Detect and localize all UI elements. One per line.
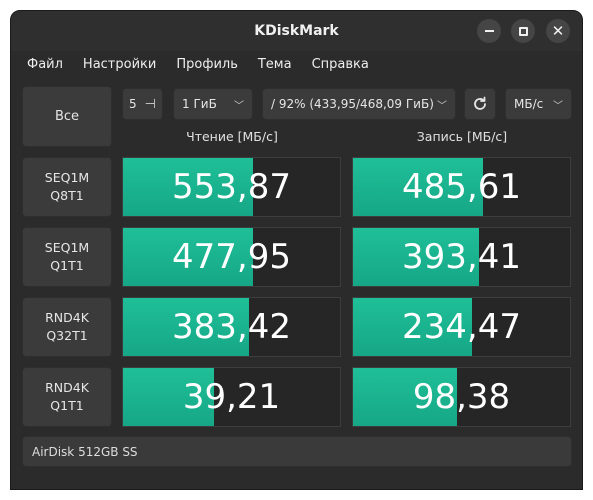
write-result-seq1m-q8t1: 485,61 [352,157,571,217]
run-all-button[interactable]: Все [22,86,112,147]
menu-settings[interactable]: Настройки [82,56,157,72]
minimize-button[interactable] [477,19,501,43]
size-value: 1 ГиБ [182,97,217,111]
write-value: 98,38 [412,377,511,417]
write-progress-fill [353,298,473,356]
test-name: RND4K [45,310,89,325]
write-value: 393,41 [402,237,521,277]
read-progress-fill [123,158,254,216]
read-result-rnd4k-q32t1: 383,42 [122,297,341,357]
write-progress-fill [353,368,458,426]
test-name: RND4K [45,380,89,395]
write-result-rnd4k-q1t1: 98,38 [352,367,571,427]
read-progress-fill [123,228,254,286]
menu-help[interactable]: Справка [311,56,369,72]
test-button-seq1m-q1t1[interactable]: SEQ1M Q1T1 [22,227,112,287]
maximize-icon [518,26,528,36]
chevron-down-icon: ﹀ [553,100,563,112]
test-params: Q32T1 [46,328,88,343]
menu-theme[interactable]: Тема [257,56,292,72]
test-button-rnd4k-q1t1[interactable]: RND4K Q1T1 [22,367,112,427]
test-name: SEQ1M [44,170,90,185]
read-progress-fill [123,298,249,356]
read-column-header: Чтение [МБ/с] [186,129,278,144]
runs-value: 5 [129,97,137,111]
read-value: 383,42 [172,307,291,347]
write-value: 234,47 [402,307,521,347]
read-result-seq1m-q8t1: 553,87 [122,157,341,217]
test-params: Q1T1 [50,258,84,273]
read-value: 553,87 [172,167,291,207]
size-select[interactable]: 1 ГиБ ﹀ [173,88,253,120]
title-bar: KDiskMark ✕ [11,11,582,51]
runs-spinbox[interactable]: 5 ⊣ [122,88,163,120]
menu-file[interactable]: Файл [27,56,63,72]
test-params: Q8T1 [50,188,84,203]
close-button[interactable]: ✕ [546,19,570,43]
test-button-rnd4k-q32t1[interactable]: RND4K Q32T1 [22,297,112,357]
menu-bar: Файл Настройки Профиль Тема Справка [11,51,582,77]
drive-info-field[interactable]: AirDisk 512GB SS [22,436,572,467]
read-result-rnd4k-q1t1: 39,21 [122,367,341,427]
write-result-rnd4k-q32t1: 234,47 [352,297,571,357]
test-name: SEQ1M [44,240,90,255]
window-title: KDiskMark [254,23,339,39]
app-window: KDiskMark ✕ Файл Настройки Профиль Тема … [10,10,583,490]
write-progress-fill [353,228,479,286]
refresh-button[interactable] [464,88,496,120]
test-button-seq1m-q8t1[interactable]: SEQ1M Q8T1 [22,157,112,217]
read-progress-fill [123,368,215,426]
menu-profile[interactable]: Профиль [176,56,238,72]
drive-select[interactable]: / 92% (433,95/468,09 ГиБ) ﹀ [262,88,456,120]
read-value: 39,21 [182,377,281,417]
write-result-seq1m-q1t1: 393,41 [352,227,571,287]
chevron-down-icon: ﹀ [234,100,244,112]
write-column-header: Запись [МБ/с] [416,129,508,144]
units-select[interactable]: МБ/с ﹀ [505,88,572,120]
units-value: МБ/с [514,97,544,111]
write-progress-fill [353,158,484,216]
write-value: 485,61 [402,167,521,207]
close-icon: ✕ [551,21,565,40]
read-value: 477,95 [172,237,291,277]
test-params: Q1T1 [50,398,84,413]
refresh-icon [474,96,486,110]
minimize-icon [484,30,494,32]
spin-arrows-icon[interactable]: ⊣ [144,96,156,112]
drive-value: / 92% (433,95/468,09 ГиБ) [271,97,434,111]
chevron-down-icon: ﹀ [437,100,447,112]
read-result-seq1m-q1t1: 477,95 [122,227,341,287]
maximize-button[interactable] [511,19,535,43]
